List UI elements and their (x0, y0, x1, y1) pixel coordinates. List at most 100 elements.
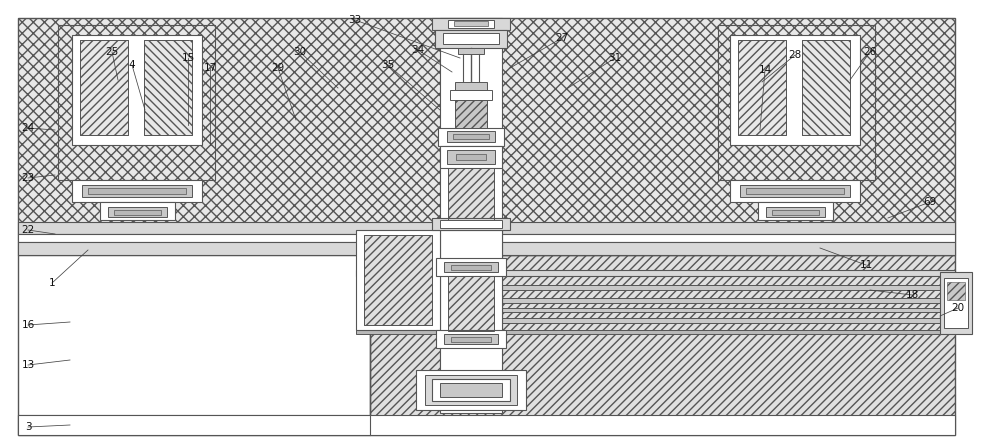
Text: 18: 18 (905, 290, 919, 300)
Bar (356, 308, 955, 312)
Text: 23: 23 (21, 173, 35, 183)
Bar (114, 210, 161, 215)
Text: 13: 13 (21, 360, 35, 370)
Bar (444, 334, 498, 344)
Text: 20: 20 (951, 303, 965, 313)
Bar (356, 285, 955, 290)
Bar (458, 48, 484, 54)
Bar (18, 415, 370, 435)
Bar (18, 18, 955, 255)
Bar (436, 330, 506, 348)
Bar (18, 255, 370, 435)
Bar (416, 370, 526, 410)
Bar (80, 40, 128, 135)
Bar (364, 235, 432, 325)
Bar (456, 154, 486, 160)
Bar (72, 35, 202, 145)
Bar (440, 230, 502, 395)
Text: 3: 3 (25, 422, 31, 432)
Bar (432, 218, 510, 230)
Bar (451, 265, 491, 270)
Bar (108, 207, 167, 217)
Bar (443, 33, 499, 44)
Bar (448, 276, 494, 331)
Bar (82, 185, 192, 197)
Bar (772, 210, 819, 215)
Bar (455, 100, 487, 128)
Bar (438, 128, 504, 146)
Bar (72, 180, 202, 202)
Bar (88, 188, 186, 194)
Bar (58, 25, 215, 180)
Text: 30: 30 (293, 47, 307, 57)
Bar (738, 40, 786, 135)
Bar (746, 188, 844, 194)
Bar (80, 40, 128, 135)
Bar (454, 21, 488, 26)
Text: 35: 35 (381, 60, 395, 70)
Text: 14: 14 (758, 65, 772, 75)
Bar (356, 230, 440, 330)
Bar (448, 276, 494, 331)
Text: 1: 1 (49, 278, 55, 288)
Bar (758, 202, 833, 220)
Text: 25: 25 (105, 47, 119, 57)
Bar (802, 40, 850, 135)
Bar (356, 330, 955, 334)
Text: 16: 16 (21, 320, 35, 330)
Bar (738, 40, 786, 135)
Bar (18, 242, 955, 255)
Text: 11: 11 (859, 260, 873, 270)
Bar (740, 185, 850, 197)
Bar (730, 180, 860, 202)
Text: 31: 31 (608, 53, 622, 63)
Bar (432, 18, 510, 30)
Bar (730, 35, 860, 145)
Bar (435, 30, 507, 48)
Text: 22: 22 (21, 225, 35, 235)
Bar (356, 318, 955, 323)
Bar (940, 272, 972, 334)
Bar (718, 25, 875, 180)
Bar (944, 278, 968, 328)
Bar (356, 298, 955, 303)
Text: 4: 4 (129, 60, 135, 70)
Bar (947, 282, 965, 300)
Text: 29: 29 (271, 63, 285, 73)
Bar (18, 18, 955, 255)
Text: 17: 17 (203, 63, 217, 73)
Bar (432, 379, 510, 401)
Text: 28: 28 (788, 50, 802, 60)
Bar (436, 258, 506, 276)
Bar (144, 40, 192, 135)
Bar (440, 220, 502, 228)
Bar (440, 383, 502, 397)
Text: 34: 34 (411, 45, 425, 55)
Text: 33: 33 (348, 15, 362, 25)
Bar (18, 415, 955, 435)
Bar (440, 18, 502, 413)
Text: 15: 15 (181, 53, 195, 63)
Bar (58, 25, 215, 180)
Text: 26: 26 (863, 47, 877, 57)
Bar (450, 90, 492, 100)
Bar (802, 40, 850, 135)
Bar (448, 168, 494, 223)
Bar (444, 262, 498, 272)
Bar (440, 146, 502, 168)
Bar (447, 150, 495, 164)
Bar (447, 131, 495, 142)
Bar (455, 100, 487, 128)
Bar (718, 25, 875, 180)
Bar (364, 235, 432, 325)
Bar (766, 207, 825, 217)
Bar (18, 234, 955, 242)
Bar (448, 168, 494, 223)
Bar (425, 375, 517, 405)
Text: 69: 69 (923, 197, 937, 207)
Bar (370, 255, 955, 435)
Bar (18, 222, 955, 234)
Bar (455, 82, 487, 90)
Bar (453, 134, 489, 139)
Bar (100, 202, 175, 220)
